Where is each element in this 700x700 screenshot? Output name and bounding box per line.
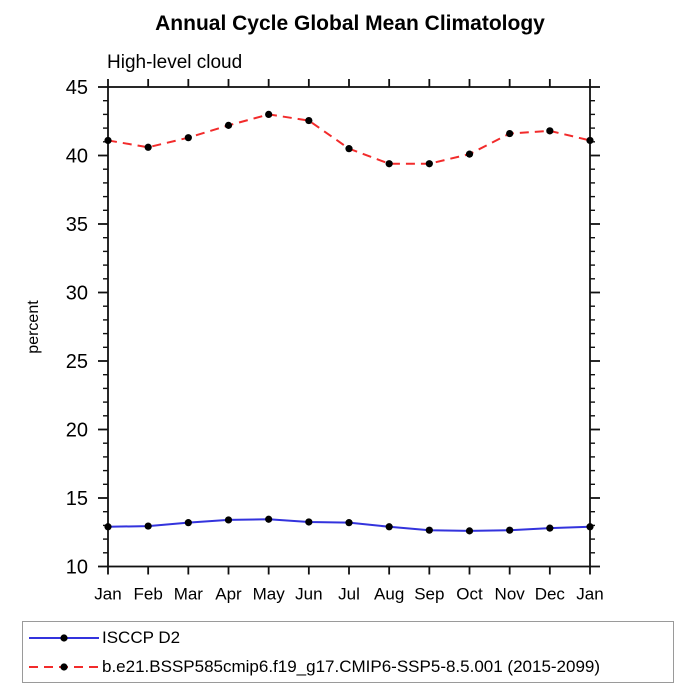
y-tick-label: 20 [66,420,88,442]
data-point-marker [385,523,393,531]
y-tick-label: 30 [66,283,88,305]
x-tick-label: Jan [94,585,121,604]
y-tick-label: 35 [66,214,88,236]
y-tick-label: 45 [66,77,88,99]
x-tick-label: Dec [535,585,566,604]
legend-marker-dot [60,633,68,642]
data-point-marker [345,145,353,153]
y-tick-label: 15 [66,488,88,510]
data-point-marker [385,160,393,168]
x-tick-label: Apr [215,585,242,604]
data-point-marker [265,110,273,118]
data-point-marker [144,143,152,151]
data-point-marker [425,160,433,168]
legend-item: ISCCP D2 [28,624,673,652]
data-point-marker [224,121,233,129]
chart-canvas: Jan Feb Mar Apr May Jun Jul Aug Sep Oct Nov Dec Jan 1… [25,77,604,604]
x-tick-label: Jun [295,585,322,604]
data-point-marker [465,150,474,158]
data-point-marker [345,519,353,527]
data-point-marker [305,518,313,526]
legend: ISCCP D2 b.e21.BSSP585cmip6.f19_g17.CMIP6… [22,621,674,683]
data-point-marker [425,526,433,534]
data-point-marker [144,522,152,530]
data-point-marker [305,116,313,125]
legend-item-label: ISCCP D2 [102,627,181,647]
data-point-marker [104,523,112,531]
y-tick-label: 40 [66,146,88,168]
legend-solid-line-sample [29,633,99,642]
plot-frame [107,86,591,568]
legend-item-label: b.e21.BSSP585cmip6.f19_g17.CMIP6-SSP5-8.… [102,656,601,676]
legend-dashed-line-sample [29,662,99,671]
series-line-1 [107,113,591,165]
data-point-marker [265,515,273,523]
data-point-marker [104,136,112,145]
x-tick-label: Mar [174,585,204,604]
x-tick-label: May [253,585,286,604]
legend-item: b.e21.BSSP585cmip6.f19_g17.CMIP6-SSP5-8.… [28,653,673,681]
data-point-marker [546,127,554,135]
x-tick-label: Sep [414,585,444,604]
data-point-marker [546,524,554,532]
data-point-marker [586,523,594,531]
data-point-marker [586,136,594,145]
y-axis-label: percent [25,300,42,354]
x-tick-label: Jul [338,585,360,604]
x-tick-label: Jan [576,585,603,604]
data-point-marker [465,527,474,535]
x-tick-label: Feb [134,585,163,604]
data-point-marker [184,519,192,527]
y-tick-label: 25 [66,351,88,373]
data-point-marker [506,129,514,138]
x-tick-label: Nov [495,585,526,604]
x-tick-label: Oct [456,585,483,604]
x-tick-label: Aug [374,585,404,604]
data-point-marker [506,526,514,534]
legend-marker-dot [60,662,68,671]
y-tick-label: 10 [66,557,88,579]
chart-title: Annual Cycle Global Mean Climatology [155,12,545,35]
data-point-marker [184,134,192,142]
chart-subtitle: High-level cloud [107,52,243,73]
data-point-marker [224,516,233,524]
